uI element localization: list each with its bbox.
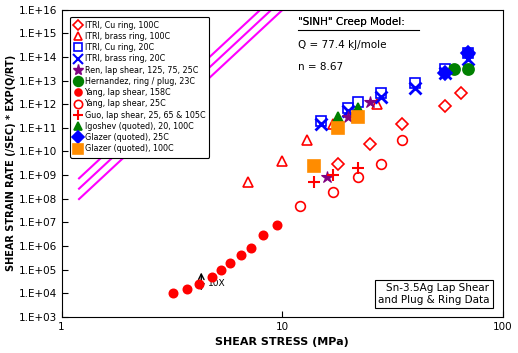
ITRI, brass ring, 100C xyxy=(279,159,285,163)
Text: 10X: 10X xyxy=(208,280,225,288)
Guo, lap shear, 25, 65 & 105C xyxy=(311,180,318,184)
ITRI, brass ring, 100C xyxy=(304,138,310,142)
Line: ITRI, brass ring, 100C: ITRI, brass ring, 100C xyxy=(243,99,382,187)
Text: Sn-3.5Ag Lap Shear
and Plug & Ring Data: Sn-3.5Ag Lap Shear and Plug & Ring Data xyxy=(378,283,490,305)
Yang, lap shear, 25C xyxy=(378,162,384,166)
ITRI, brass ring, 20C xyxy=(442,71,449,76)
ITRI, brass ring, 100C xyxy=(354,114,361,119)
Hernandez, ring / plug, 23C xyxy=(451,67,457,71)
Line: Guo, lap shear, 25, 65 & 105C: Guo, lap shear, 25, 65 & 105C xyxy=(309,162,363,188)
Yang, lap shear, 158C xyxy=(248,246,254,251)
ITRI, Cu ring, 100C xyxy=(458,91,465,95)
Glazer (quoted), 25C xyxy=(442,71,449,76)
Ren, lap shear, 125, 75, 25C xyxy=(367,100,373,104)
Text: Q = 77.4 kJ/mole: Q = 77.4 kJ/mole xyxy=(297,40,386,50)
Yang, lap shear, 158C xyxy=(196,282,202,286)
Yang, lap shear, 158C xyxy=(218,268,224,272)
Glazer (quoted), 100C xyxy=(335,126,341,130)
Line: ITRI, Cu ring, 100C: ITRI, Cu ring, 100C xyxy=(334,89,466,168)
Yang, lap shear, 158C xyxy=(209,275,215,279)
Yang, lap shear, 25C xyxy=(354,175,361,180)
ITRI, Cu ring, 100C xyxy=(367,142,373,146)
Yang, lap shear, 25C xyxy=(399,138,405,142)
ITRI, Cu ring, 100C xyxy=(399,121,405,126)
Yang, lap shear, 25C xyxy=(296,204,303,208)
Yang, lap shear, 158C xyxy=(184,287,190,291)
ITRI, Cu ring, 100C xyxy=(335,162,341,166)
ITRI, Cu ring, 20C xyxy=(346,106,352,110)
Text: "SINH" Creep Model:: "SINH" Creep Model: xyxy=(297,17,405,27)
Hernandez, ring / plug, 23C xyxy=(465,67,471,71)
Line: Ren, lap shear, 125, 75, 25C: Ren, lap shear, 125, 75, 25C xyxy=(321,96,376,184)
Legend: ITRI, Cu ring, 100C, ITRI, brass ring, 100C, ITRI, Cu ring, 20C, ITRI, brass rin: ITRI, Cu ring, 100C, ITRI, brass ring, 1… xyxy=(70,17,209,157)
Guo, lap shear, 25, 65 & 105C xyxy=(354,166,361,170)
Glazer (quoted), 100C xyxy=(311,163,318,168)
ITRI, brass ring, 20C xyxy=(318,121,324,126)
Yang, lap shear, 158C xyxy=(227,261,233,265)
Ren, lap shear, 125, 75, 25C xyxy=(324,175,330,180)
ITRI, brass ring, 100C xyxy=(374,102,380,106)
ITRI, brass ring, 20C xyxy=(346,109,352,113)
Line: ITRI, Cu ring, 20C: ITRI, Cu ring, 20C xyxy=(316,48,473,126)
ITRI, Cu ring, 20C xyxy=(465,50,471,55)
Guo, lap shear, 25, 65 & 105C xyxy=(330,173,336,177)
ITRI, Cu ring, 20C xyxy=(442,67,449,71)
Y-axis label: SHEAR STRAIN RATE (/SEC) * EXP(Q/RT): SHEAR STRAIN RATE (/SEC) * EXP(Q/RT) xyxy=(6,55,16,271)
Igoshev (quoted), 20, 100C xyxy=(354,106,361,110)
Yang, lap shear, 158C xyxy=(274,223,280,227)
Text: n = 8.67: n = 8.67 xyxy=(297,62,343,72)
Glazer (quoted), 25C xyxy=(465,50,471,55)
ITRI, brass ring, 20C xyxy=(412,85,418,90)
Line: Igoshev (quoted), 20, 100C: Igoshev (quoted), 20, 100C xyxy=(334,103,363,121)
ITRI, Cu ring, 20C xyxy=(354,100,361,104)
Line: Yang, lap shear, 158C: Yang, lap shear, 158C xyxy=(169,221,281,298)
Line: Hernandez, ring / plug, 23C: Hernandez, ring / plug, 23C xyxy=(448,64,474,75)
ITRI, Cu ring, 20C xyxy=(378,91,384,95)
Line: ITRI, brass ring, 20C: ITRI, brass ring, 20C xyxy=(315,54,474,129)
ITRI, brass ring, 20C xyxy=(378,95,384,99)
ITRI, Cu ring, 20C xyxy=(412,81,418,85)
ITRI, brass ring, 20C xyxy=(465,57,471,61)
Yang, lap shear, 25C xyxy=(330,190,336,194)
Line: Yang, lap shear, 25C: Yang, lap shear, 25C xyxy=(295,135,407,211)
ITRI, brass ring, 100C xyxy=(245,180,251,184)
Glazer (quoted), 100C xyxy=(354,114,361,119)
ITRI, Cu ring, 100C xyxy=(442,104,449,109)
Yang, lap shear, 158C xyxy=(260,233,266,237)
Text: "SINH" Creep Model:: "SINH" Creep Model: xyxy=(297,17,405,27)
Yang, lap shear, 158C xyxy=(170,291,176,295)
Igoshev (quoted), 20, 100C xyxy=(335,114,341,119)
ITRI, Cu ring, 20C xyxy=(318,119,324,123)
Yang, lap shear, 158C xyxy=(238,253,244,258)
Line: Glazer (quoted), 25C: Glazer (quoted), 25C xyxy=(440,48,473,78)
ITRI, brass ring, 100C xyxy=(330,121,336,126)
Ren, lap shear, 125, 75, 25C xyxy=(346,114,352,119)
Line: Glazer (quoted), 100C: Glazer (quoted), 100C xyxy=(309,111,363,171)
X-axis label: SHEAR STRESS (MPa): SHEAR STRESS (MPa) xyxy=(215,337,349,347)
